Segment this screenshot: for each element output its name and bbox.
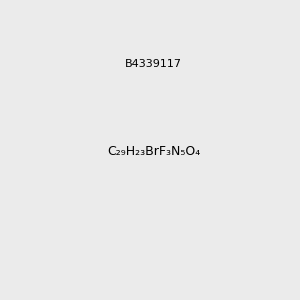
Text: C₂₉H₂₃BrF₃N₅O₄: C₂₉H₂₃BrF₃N₅O₄ <box>107 145 200 158</box>
Text: B4339117: B4339117 <box>125 59 182 69</box>
